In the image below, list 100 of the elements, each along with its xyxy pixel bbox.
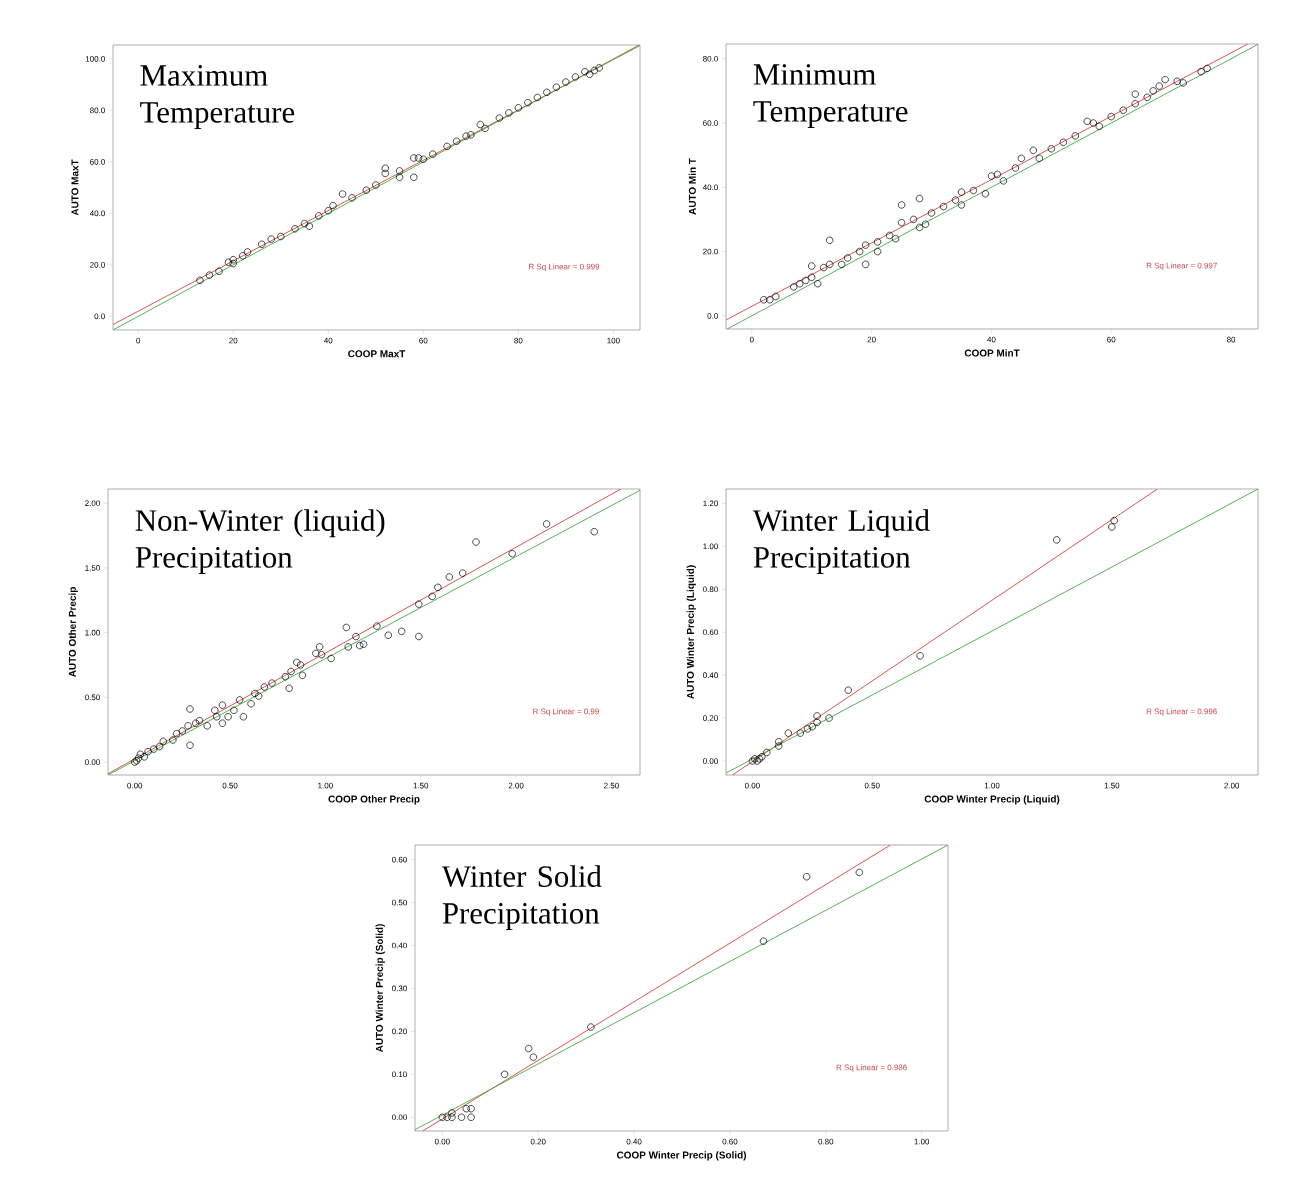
point: [1179, 79, 1187, 87]
point: [861, 241, 870, 249]
point: [218, 701, 227, 709]
point: [300, 220, 309, 228]
point: [324, 207, 332, 215]
point: [927, 209, 936, 217]
point: [267, 235, 275, 243]
point: [915, 194, 924, 203]
point: [993, 170, 1002, 179]
point: [291, 225, 299, 233]
point: [855, 247, 864, 256]
point: [803, 725, 812, 733]
point: [1108, 523, 1116, 531]
point: [144, 748, 152, 756]
point: [381, 169, 389, 178]
text: Non-Winter (liquid) Precipitation: [135, 509, 385, 575]
point: [999, 177, 1008, 185]
point: [381, 164, 389, 172]
point: [159, 737, 167, 745]
point: [467, 1105, 475, 1113]
text: Minimum Temperature: [753, 64, 908, 129]
point: [826, 260, 834, 269]
point: [428, 592, 436, 601]
point: [921, 220, 930, 228]
point: [239, 252, 247, 260]
x-axis-title: COOP Winter Precip (Liquid): [924, 795, 1060, 805]
point: [136, 750, 145, 758]
point: [581, 68, 589, 76]
point: [813, 718, 821, 727]
point: [873, 247, 882, 256]
point: [957, 188, 966, 196]
point: [293, 658, 301, 667]
point: [775, 742, 783, 750]
point: [843, 254, 852, 262]
point: [909, 215, 918, 224]
point: [755, 755, 764, 763]
point: [915, 223, 924, 232]
x-axis-title: COOP MaxT: [348, 350, 406, 358]
point: [1059, 138, 1067, 146]
point: [356, 641, 364, 650]
point: [1095, 122, 1103, 130]
point: [443, 142, 451, 151]
point: [438, 1113, 446, 1121]
point: [224, 258, 233, 266]
point: [327, 654, 335, 663]
point: [268, 679, 276, 687]
point: [211, 706, 219, 714]
point: [260, 683, 269, 691]
point: [844, 686, 852, 694]
point: [398, 627, 406, 635]
point: [467, 1113, 475, 1121]
point: [258, 240, 266, 248]
point: [802, 276, 810, 285]
point: [587, 1023, 595, 1031]
point: [1089, 119, 1097, 127]
point: [184, 722, 192, 730]
point: [229, 256, 237, 264]
point: [384, 631, 392, 639]
point: [459, 569, 467, 577]
point: [178, 727, 187, 735]
point: [445, 573, 453, 581]
point: [414, 154, 423, 162]
point: [452, 137, 461, 145]
point: [173, 729, 181, 738]
point: [1155, 82, 1163, 90]
point: [763, 748, 771, 757]
point: [134, 754, 143, 762]
point: [448, 1113, 456, 1121]
point: [790, 283, 798, 291]
point: [1119, 106, 1127, 114]
point: [873, 238, 882, 246]
text: Winter Solid Precipitation: [441, 865, 602, 931]
text: Maximum Temperature: [140, 65, 295, 130]
point: [508, 550, 516, 558]
point: [1197, 67, 1205, 76]
point: [429, 150, 437, 158]
point: [348, 194, 356, 202]
point: [443, 1113, 451, 1121]
point: [277, 232, 285, 241]
point: [1107, 112, 1115, 121]
point: [939, 202, 948, 211]
point: [344, 643, 352, 651]
point: [514, 104, 523, 112]
y-axis-title: AUTO MaxT: [71, 159, 79, 216]
point: [552, 83, 561, 91]
point: [410, 173, 418, 181]
point: [467, 131, 475, 139]
point: [825, 714, 833, 722]
point: [784, 729, 792, 737]
point: [296, 661, 305, 669]
point: [230, 706, 238, 714]
point: [586, 70, 594, 78]
point: [808, 273, 816, 281]
point: [501, 1070, 509, 1078]
point: [186, 741, 194, 749]
point: [476, 120, 484, 129]
point: [759, 937, 768, 945]
point: [251, 689, 259, 698]
point: [215, 267, 223, 275]
point: [1011, 164, 1020, 172]
